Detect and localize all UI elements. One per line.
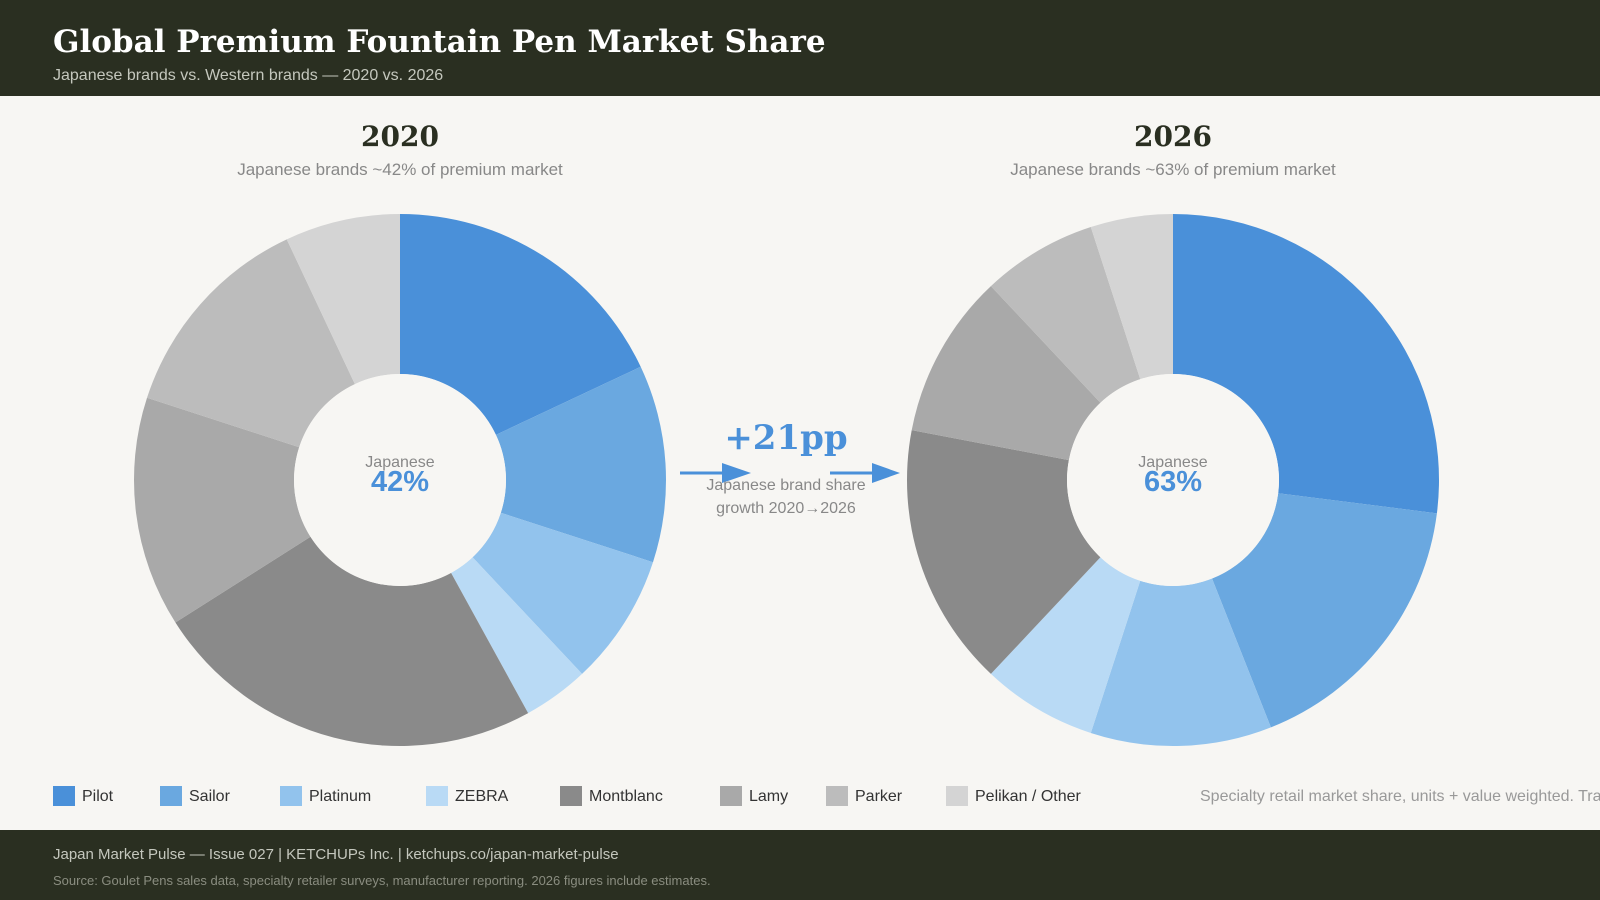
donut-2020-center-label: Japanese — [365, 454, 435, 471]
slice-2020-montblanc — [175, 536, 529, 747]
slice-2026-platinum — [1090, 578, 1271, 746]
slice-2026-lamy — [911, 286, 1101, 461]
arrow-right-head — [872, 463, 900, 483]
footnote: Specialty retail market share, units + v… — [1200, 788, 1600, 805]
donut-2026-center-value: 63% — [1143, 466, 1203, 498]
legend-label: Parker — [855, 788, 903, 805]
legend-swatch — [426, 786, 448, 806]
legend-swatch — [946, 786, 968, 806]
legend-label: Montblanc — [589, 788, 663, 805]
arrow-left-head — [722, 463, 751, 483]
page-title: Global Premium Fountain Pen Market Share — [53, 24, 826, 60]
donut-2026-center-label: Japanese — [1138, 454, 1208, 471]
legend-swatch — [53, 786, 75, 806]
slice-2020-parker — [147, 239, 355, 448]
slice-2026-parker — [990, 227, 1141, 403]
delta-value: +21pp — [724, 418, 848, 458]
delta-caption-line2: growth 2020→2026 — [716, 500, 856, 517]
footer-source: Source: Goulet Pens sales data, specialt… — [53, 873, 711, 888]
legend-label: Sailor — [189, 788, 230, 805]
slice-2020-sailor — [495, 366, 666, 563]
arrow-left — [680, 463, 751, 483]
chart-2020-title: 2020 — [361, 120, 439, 153]
slice-2020-pilot — [400, 214, 641, 435]
page-subtitle: Japanese brands vs. Western brands — 202… — [53, 67, 444, 84]
slice-2020-lamy — [133, 397, 311, 623]
slice-2020-platinum — [472, 512, 653, 674]
donut-2026 — [907, 214, 1439, 746]
chart-2026-subtitle: Japanese brands ~63% of premium market — [1010, 160, 1336, 179]
donut-hole — [1067, 374, 1279, 586]
slice-2026-montblanc — [907, 430, 1101, 674]
slice-2020-pelikan-other — [286, 214, 400, 385]
legend-label: Pelikan / Other — [975, 788, 1081, 805]
chart-2026-title: 2026 — [1134, 120, 1212, 153]
arrow-right — [830, 463, 900, 483]
slice-2020-zebra — [451, 557, 583, 714]
chart-2020-subtitle: Japanese brands ~42% of premium market — [237, 160, 563, 179]
slice-2026-pilot — [1173, 214, 1439, 514]
delta-caption: Japanese brand share growth 2020→2026 — [686, 474, 886, 520]
header-bar: Global Premium Fountain Pen Market Share… — [0, 0, 1600, 96]
legend-label: Platinum — [309, 788, 372, 805]
legend-swatch — [826, 786, 848, 806]
slice-2026-pelikan-other — [1090, 214, 1173, 380]
donut-2020 — [133, 214, 666, 747]
delta-caption-line1: Japanese brand share — [706, 477, 866, 494]
footer-bar: Japan Market Pulse — Issue 027 | KETCHUP… — [0, 830, 1600, 900]
slice-2026-zebra — [990, 557, 1141, 733]
footer-publication: Japan Market Pulse — Issue 027 | KETCHUP… — [53, 846, 619, 863]
legend-swatch — [560, 786, 582, 806]
donut-hole — [294, 374, 506, 586]
legend-label: ZEBRA — [455, 788, 509, 805]
legend-label: Pilot — [82, 788, 114, 805]
legend-swatch — [160, 786, 182, 806]
legend-swatch — [280, 786, 302, 806]
donut-2020-center-value: 42% — [370, 466, 430, 498]
legend-swatch — [720, 786, 742, 806]
slice-2026-sailor — [1212, 493, 1437, 728]
legend-label: Lamy — [749, 788, 789, 805]
